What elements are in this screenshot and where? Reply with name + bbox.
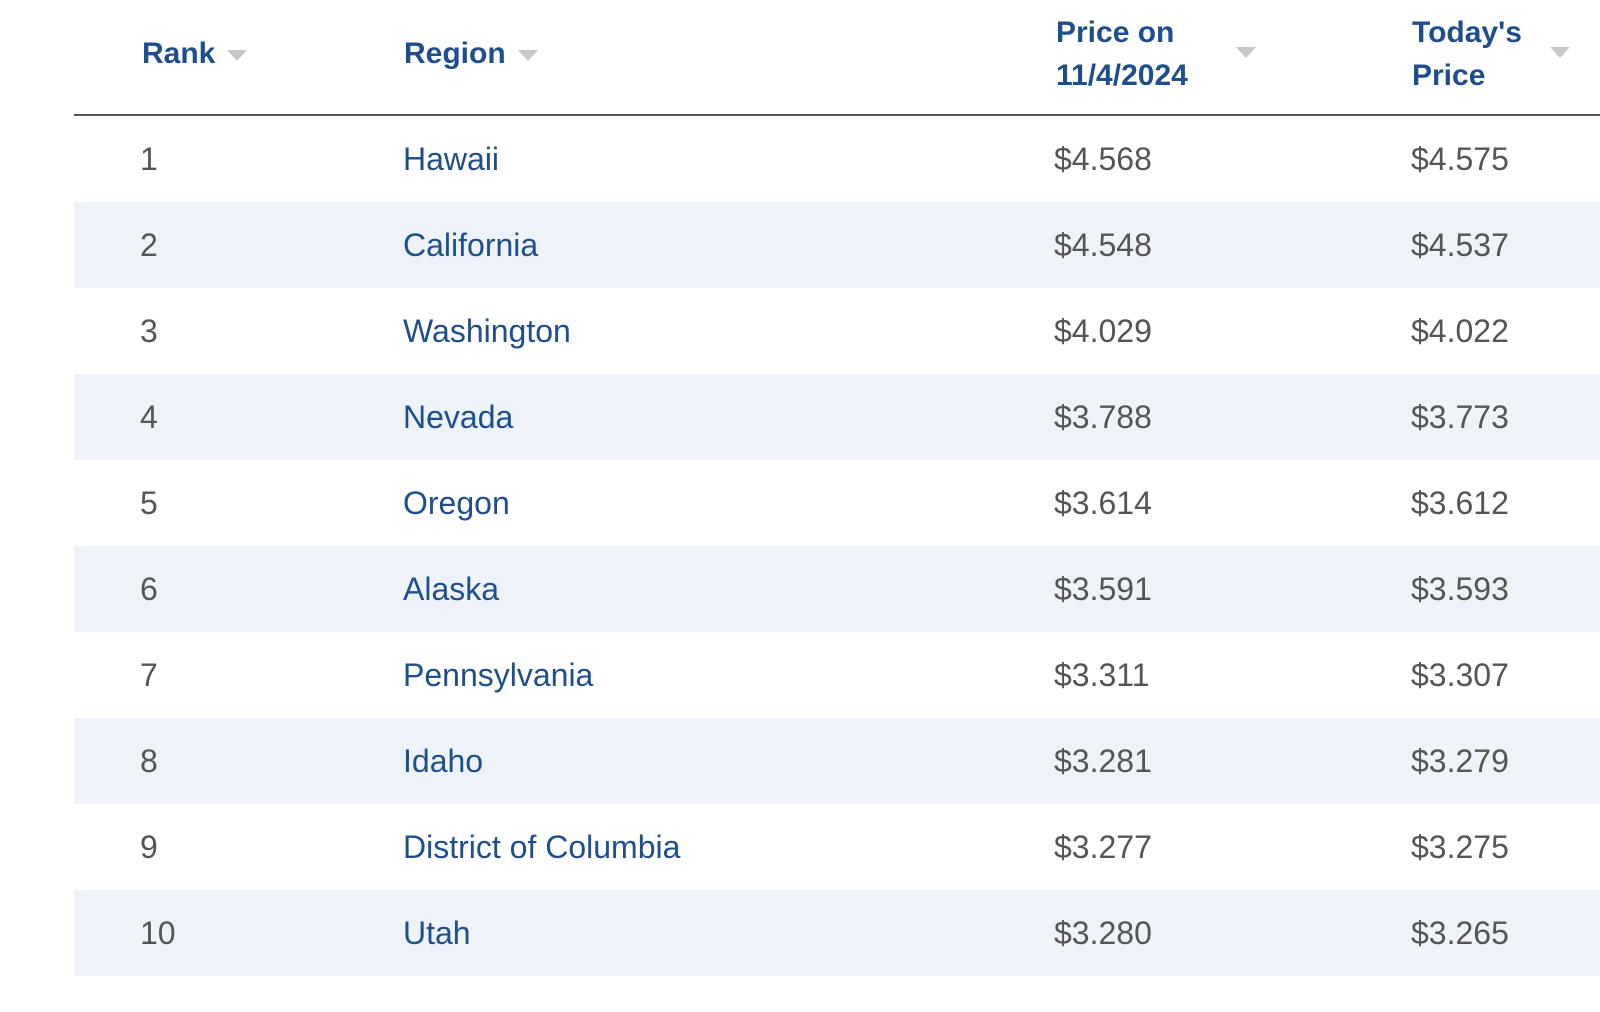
rank-cell: 7 xyxy=(140,657,158,693)
region-link[interactable]: Pennsylvania xyxy=(403,657,594,693)
todays-price-cell: $3.265 xyxy=(1411,915,1509,951)
rank-cell: 1 xyxy=(140,141,158,177)
table-row: 10 Utah $3.280 $3.265 xyxy=(74,890,1600,976)
table-row: 7 Pennsylvania $3.311 $3.307 xyxy=(74,632,1600,718)
sort-chevron-down-icon[interactable] xyxy=(227,50,248,61)
table-row: 2 California $4.548 $4.537 xyxy=(74,202,1600,288)
table-row: 9 District of Columbia $3.277 $3.275 xyxy=(74,804,1600,890)
column-header-todays-price-label: Today's Price xyxy=(1412,11,1536,97)
table-header: Rank Region Price on 11/4/2024 Today's P… xyxy=(74,0,1600,116)
price-on-date-cell: $4.029 xyxy=(1054,313,1152,349)
table-row: 4 Nevada $3.788 $3.773 xyxy=(74,374,1600,460)
region-link[interactable]: Nevada xyxy=(403,399,514,435)
rank-cell: 4 xyxy=(140,399,158,435)
price-on-date-cell: $3.280 xyxy=(1054,915,1152,951)
region-link[interactable]: Washington xyxy=(403,313,571,349)
region-link[interactable]: California xyxy=(403,227,539,263)
column-header-price-on-date-label: Price on 11/4/2024 xyxy=(1056,11,1226,97)
column-header-region-label: Region xyxy=(404,37,506,70)
column-header-price-on-date-line2: 11/4/2024 xyxy=(1056,59,1188,92)
price-on-date-cell: $3.311 xyxy=(1054,657,1150,693)
price-table: Rank Region Price on 11/4/2024 Today's P… xyxy=(74,0,1600,1012)
region-link[interactable]: Utah xyxy=(403,915,471,951)
price-on-date-cell: $3.591 xyxy=(1054,571,1152,607)
price-on-date-cell: $4.548 xyxy=(1054,227,1152,263)
todays-price-cell: $3.773 xyxy=(1411,399,1509,435)
rank-cell: 9 xyxy=(140,829,158,865)
table-row: 8 Idaho $3.281 $3.279 xyxy=(74,718,1600,804)
table-row: 6 Alaska $3.591 $3.593 xyxy=(74,546,1600,632)
sort-chevron-down-icon[interactable] xyxy=(1236,46,1256,58)
rank-cell: 10 xyxy=(140,915,176,951)
region-link[interactable]: Hawaii xyxy=(403,141,500,177)
region-link[interactable]: Alaska xyxy=(403,571,500,607)
todays-price-cell: $3.279 xyxy=(1411,743,1509,779)
table-row: 5 Oregon $3.614 $3.612 xyxy=(74,460,1600,546)
column-header-todays-price-line2: Price xyxy=(1412,59,1486,92)
price-on-date-cell: $3.788 xyxy=(1054,399,1152,435)
price-on-date-cell: $4.568 xyxy=(1054,141,1152,177)
todays-price-cell: $4.575 xyxy=(1411,141,1509,177)
rank-cell: 2 xyxy=(140,227,158,263)
table-row: 3 Washington $4.029 $4.022 xyxy=(74,288,1600,374)
todays-price-cell: $4.022 xyxy=(1411,313,1509,349)
column-header-price-on-date[interactable]: Price on 11/4/2024 xyxy=(1056,11,1256,97)
rank-cell: 6 xyxy=(140,571,158,607)
column-header-region[interactable]: Region xyxy=(404,32,538,75)
column-header-rank[interactable]: Rank xyxy=(142,32,248,75)
rank-cell: 3 xyxy=(140,313,158,349)
table-row: 1 Hawaii $4.568 $4.575 xyxy=(74,116,1600,202)
sort-chevron-down-icon[interactable] xyxy=(517,50,538,61)
todays-price-cell: $3.307 xyxy=(1411,657,1509,693)
column-header-todays-price-line1: Today's xyxy=(1412,16,1522,49)
rank-cell: 8 xyxy=(140,743,158,779)
todays-price-cell: $3.593 xyxy=(1411,571,1509,607)
table-body: 1 Hawaii $4.568 $4.575 2 California $4.548 $4.5… xyxy=(74,116,1600,976)
region-link[interactable]: Oregon xyxy=(403,485,510,521)
todays-price-cell: $4.537 xyxy=(1411,227,1509,263)
region-link[interactable]: Idaho xyxy=(403,743,484,779)
column-header-rank-label: Rank xyxy=(142,37,216,70)
region-link[interactable]: District of Columbia xyxy=(403,829,681,865)
rank-cell: 5 xyxy=(140,485,158,521)
todays-price-cell: $3.612 xyxy=(1411,485,1509,521)
sort-chevron-down-icon[interactable] xyxy=(1550,46,1570,58)
column-header-todays-price[interactable]: Today's Price xyxy=(1412,11,1570,97)
price-on-date-cell: $3.614 xyxy=(1054,485,1152,521)
todays-price-cell: $3.275 xyxy=(1411,829,1509,865)
column-header-price-on-date-line1: Price on xyxy=(1056,16,1175,49)
price-on-date-cell: $3.277 xyxy=(1054,829,1152,865)
price-on-date-cell: $3.281 xyxy=(1054,743,1152,779)
